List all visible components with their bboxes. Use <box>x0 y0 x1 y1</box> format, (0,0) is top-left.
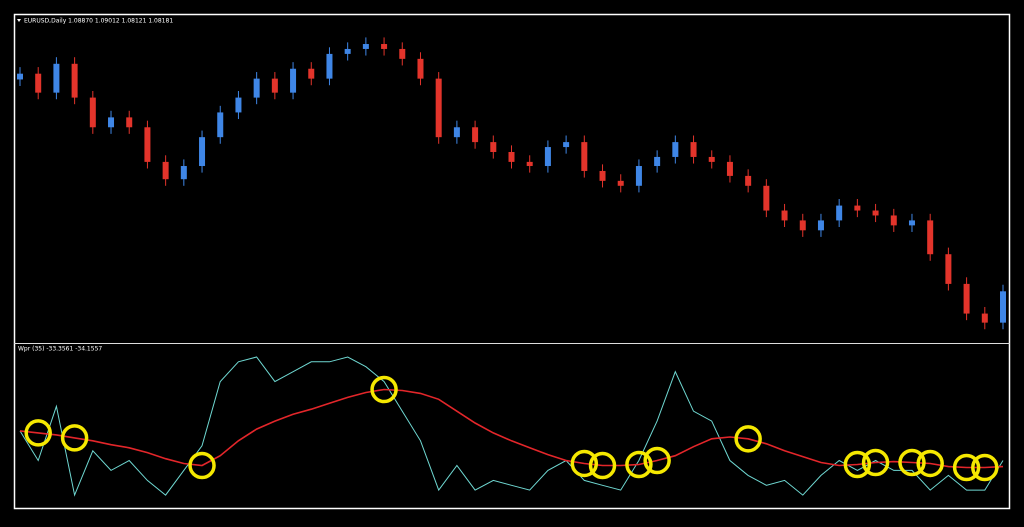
candle-body <box>126 117 133 128</box>
candle-body <box>799 220 806 231</box>
candle-body <box>854 205 861 211</box>
candle-body <box>108 117 115 128</box>
candle-body <box>599 170 606 181</box>
indicator-header: Wpr (35) -33.3561 -34.1557 <box>18 346 102 353</box>
candle-body <box>1000 291 1006 323</box>
candle-body <box>217 112 224 138</box>
candle-body <box>945 254 952 284</box>
candle-body <box>981 313 988 323</box>
indicator-line <box>19 356 1004 497</box>
crossing-highlight <box>971 453 999 482</box>
crossing-highlight <box>588 451 617 480</box>
candle-body <box>53 63 60 93</box>
candle-body <box>308 68 315 79</box>
candle-body <box>89 97 96 128</box>
crossing-highlight <box>625 450 653 479</box>
menu-arrow[interactable] <box>17 19 21 22</box>
crossing-highlight <box>898 448 926 477</box>
candle-body <box>927 220 934 255</box>
crossing-highlight <box>952 453 981 482</box>
candle-body <box>417 58 424 79</box>
candle-body <box>71 63 78 98</box>
candle-body <box>563 142 570 148</box>
candle-body <box>235 97 242 113</box>
candle-body <box>890 215 897 226</box>
candle-body <box>344 48 351 54</box>
candle-body <box>708 156 715 162</box>
symbol-header: EURUSD,Daily 1.08870 1.09012 1.08121 1.0… <box>24 18 173 25</box>
candle-body <box>453 127 460 138</box>
candle-body <box>271 78 278 93</box>
candle-body <box>872 210 879 216</box>
candle-body <box>745 175 752 186</box>
chart-frame <box>13 13 1011 510</box>
crossing-highlight <box>861 448 890 477</box>
crossing-highlight <box>188 451 216 480</box>
candle-body <box>399 48 406 59</box>
crossing-highlight <box>643 446 671 475</box>
candle-body <box>290 68 297 93</box>
candle-body <box>381 44 388 49</box>
candle-body <box>544 147 551 167</box>
candle-body <box>617 180 624 186</box>
candle-body <box>144 127 151 162</box>
candle-body <box>581 142 588 171</box>
candle-body <box>253 78 260 98</box>
candle-body <box>726 161 733 176</box>
crossing-highlight <box>843 450 872 479</box>
candle-body <box>17 73 23 80</box>
candle-body <box>908 220 915 226</box>
candle-body <box>508 152 515 162</box>
candle-body <box>836 205 843 221</box>
candle-body <box>435 78 442 138</box>
crossing-highlight <box>60 424 89 452</box>
candle-body <box>326 53 333 79</box>
crossing-highlight <box>734 425 762 453</box>
crossing-highlight <box>570 449 599 478</box>
candle-body <box>162 161 169 180</box>
candle-body <box>690 142 697 157</box>
candle-body <box>35 73 42 93</box>
crossing-highlight <box>24 419 52 447</box>
candle-body <box>817 220 824 231</box>
candle-body <box>963 283 970 314</box>
candle-body <box>654 156 661 167</box>
candle-body <box>199 137 206 167</box>
candle-body <box>180 166 187 180</box>
candle-body <box>472 127 479 143</box>
candle-body <box>781 210 788 221</box>
candle-body <box>635 166 642 186</box>
candle-body <box>490 142 497 152</box>
crossing-highlight <box>916 449 944 478</box>
candle-body <box>672 142 679 157</box>
candle-body <box>763 185 770 211</box>
crossing-highlight <box>370 375 398 404</box>
candle-body <box>526 161 533 167</box>
candle-body <box>362 44 369 49</box>
indicator-line <box>19 388 1004 469</box>
